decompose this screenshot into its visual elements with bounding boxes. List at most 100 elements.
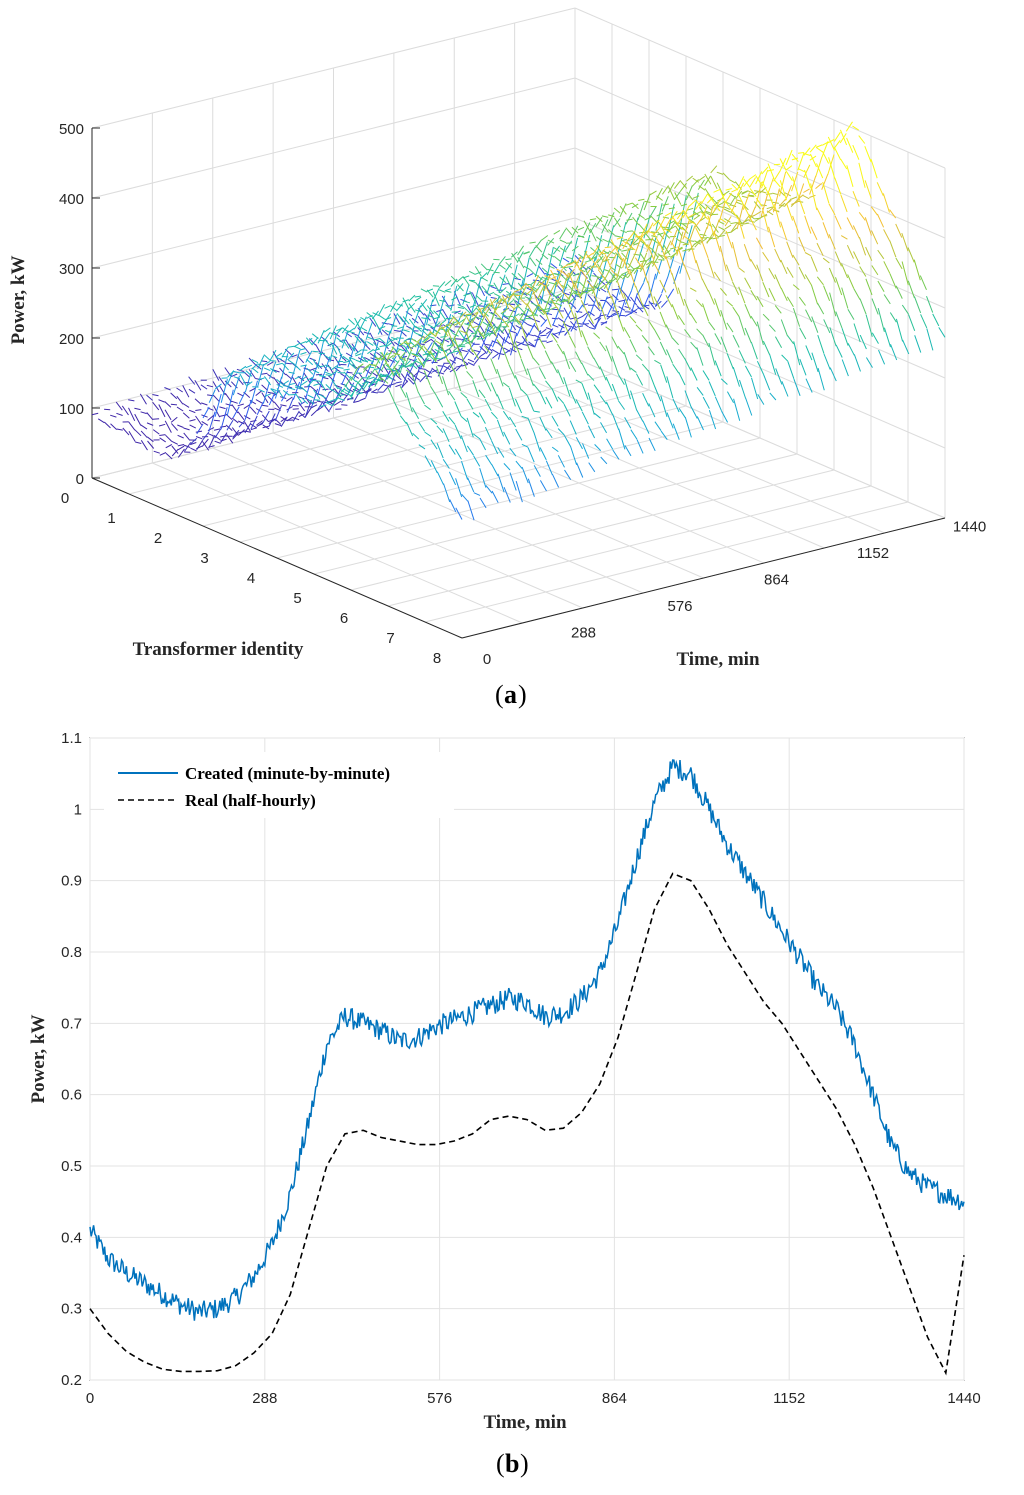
a-surface-segment xyxy=(449,359,457,364)
a-surface-segment xyxy=(817,303,825,315)
a-surface-segment xyxy=(366,341,374,346)
a-surface-segment xyxy=(584,259,592,263)
a-surface-segment xyxy=(389,356,397,368)
a-surface-segment xyxy=(276,378,283,385)
a-surface-segment xyxy=(835,277,843,296)
a-surface-segment xyxy=(348,330,355,334)
a-surface-segment xyxy=(328,375,335,382)
a-surface-segment xyxy=(762,340,770,355)
a-surface-segment xyxy=(541,253,549,260)
a-surface-segment xyxy=(270,388,278,395)
a-surface-segment xyxy=(399,415,407,425)
a-surface-segment xyxy=(521,415,528,419)
a-surface-segment xyxy=(420,298,428,308)
a-surface-segment xyxy=(304,399,312,418)
a-surface-segment xyxy=(306,379,314,388)
a-surface-segment xyxy=(418,444,426,450)
a-surface-segment xyxy=(565,227,573,236)
a-surface-segment xyxy=(420,302,428,312)
a-surface-segment xyxy=(525,315,532,318)
a-surface-segment xyxy=(661,276,669,294)
a-surface-segment xyxy=(364,356,371,361)
a-surface-segment xyxy=(451,296,458,301)
a-surface-segment xyxy=(791,157,799,161)
b-ytick-9: 1.1 xyxy=(61,730,82,747)
a-surface-segment xyxy=(533,465,541,477)
a-surface-segment xyxy=(498,274,506,294)
a-surface-segment xyxy=(612,449,620,460)
a-surface-segment xyxy=(545,428,553,439)
a-surface-segment xyxy=(425,359,432,362)
a-surface-segment xyxy=(463,300,471,304)
a-surface-segment xyxy=(760,194,768,217)
a-surface-segment xyxy=(606,438,614,450)
a-surface-segment xyxy=(685,225,693,248)
a-surface-segment xyxy=(538,367,546,380)
a-surface-segment xyxy=(591,282,599,295)
a-surface-segment xyxy=(423,370,431,386)
a-surface-segment xyxy=(713,230,721,252)
a-surface-segment xyxy=(592,245,600,255)
a-surface-segment xyxy=(464,314,471,317)
b-ytick-0: 0.2 xyxy=(61,1372,82,1389)
a-surface-segment xyxy=(170,416,178,423)
a-surface-segment xyxy=(194,398,202,405)
a-surface-segment xyxy=(502,382,510,388)
a-surface-segment xyxy=(664,240,672,254)
a-surface-segment xyxy=(732,281,740,296)
a-surface-segment xyxy=(369,352,377,359)
a-surface-segment xyxy=(834,177,842,195)
a-surface-segment xyxy=(445,304,453,311)
a-surface-segment xyxy=(858,237,867,256)
a-surface-segment xyxy=(839,133,847,144)
a-surface-segment xyxy=(473,350,481,360)
a-surface-segment xyxy=(370,371,378,377)
a-surface-segment xyxy=(785,149,793,166)
a-surface-segment xyxy=(540,334,547,337)
a-surface-segment xyxy=(773,204,782,228)
a-surface-segment xyxy=(337,387,345,393)
a-surface-segment xyxy=(513,288,521,293)
a-surface-segment xyxy=(658,254,665,257)
a-surface-segment xyxy=(397,348,405,352)
a-surface-segment xyxy=(588,319,596,328)
a-surface-segment xyxy=(417,335,425,343)
a-surface-segment xyxy=(645,260,653,266)
a-surface-segment xyxy=(724,218,731,223)
a-surface-segment xyxy=(299,341,307,345)
a-surface-segment xyxy=(490,285,497,290)
a-surface-segment xyxy=(454,401,462,417)
a-surface-segment xyxy=(583,220,591,233)
a-surface-segment xyxy=(188,388,196,394)
a-surface-segment xyxy=(542,300,550,304)
a-surface-segment xyxy=(698,175,706,182)
a-surface-segment xyxy=(597,284,605,291)
a-surface-segment xyxy=(407,377,415,385)
a-surface-segment xyxy=(448,348,456,361)
a-surface-segment xyxy=(330,365,338,371)
a-surface-segment xyxy=(158,423,166,427)
a-surface-segment xyxy=(139,393,147,405)
a-surface-segment xyxy=(274,405,282,422)
a-surface-segment xyxy=(441,346,449,363)
a-surface-segment xyxy=(404,349,412,366)
a-surface-segment xyxy=(622,240,630,246)
a-surface-segment xyxy=(634,257,643,268)
a-surface-segment xyxy=(526,343,534,359)
a-surface-segment xyxy=(660,430,668,440)
a-surface-segment xyxy=(726,300,734,307)
a-surface-segment xyxy=(373,367,381,371)
a-surface-segment xyxy=(645,255,653,262)
a-surface-segment xyxy=(515,428,523,441)
a-surface-segment xyxy=(454,310,461,314)
a-surface-segment xyxy=(487,284,494,287)
a-surface-segment xyxy=(519,312,526,316)
a-surface-segment xyxy=(774,305,782,314)
a-surface-segment xyxy=(576,462,584,478)
a-surface-segment xyxy=(738,286,746,304)
a-surface-segment xyxy=(635,324,643,332)
a-surface-segment xyxy=(341,324,349,334)
a-surface-segment xyxy=(312,369,320,374)
a-surface-segment xyxy=(621,271,629,275)
a-surface-segment xyxy=(725,264,733,282)
